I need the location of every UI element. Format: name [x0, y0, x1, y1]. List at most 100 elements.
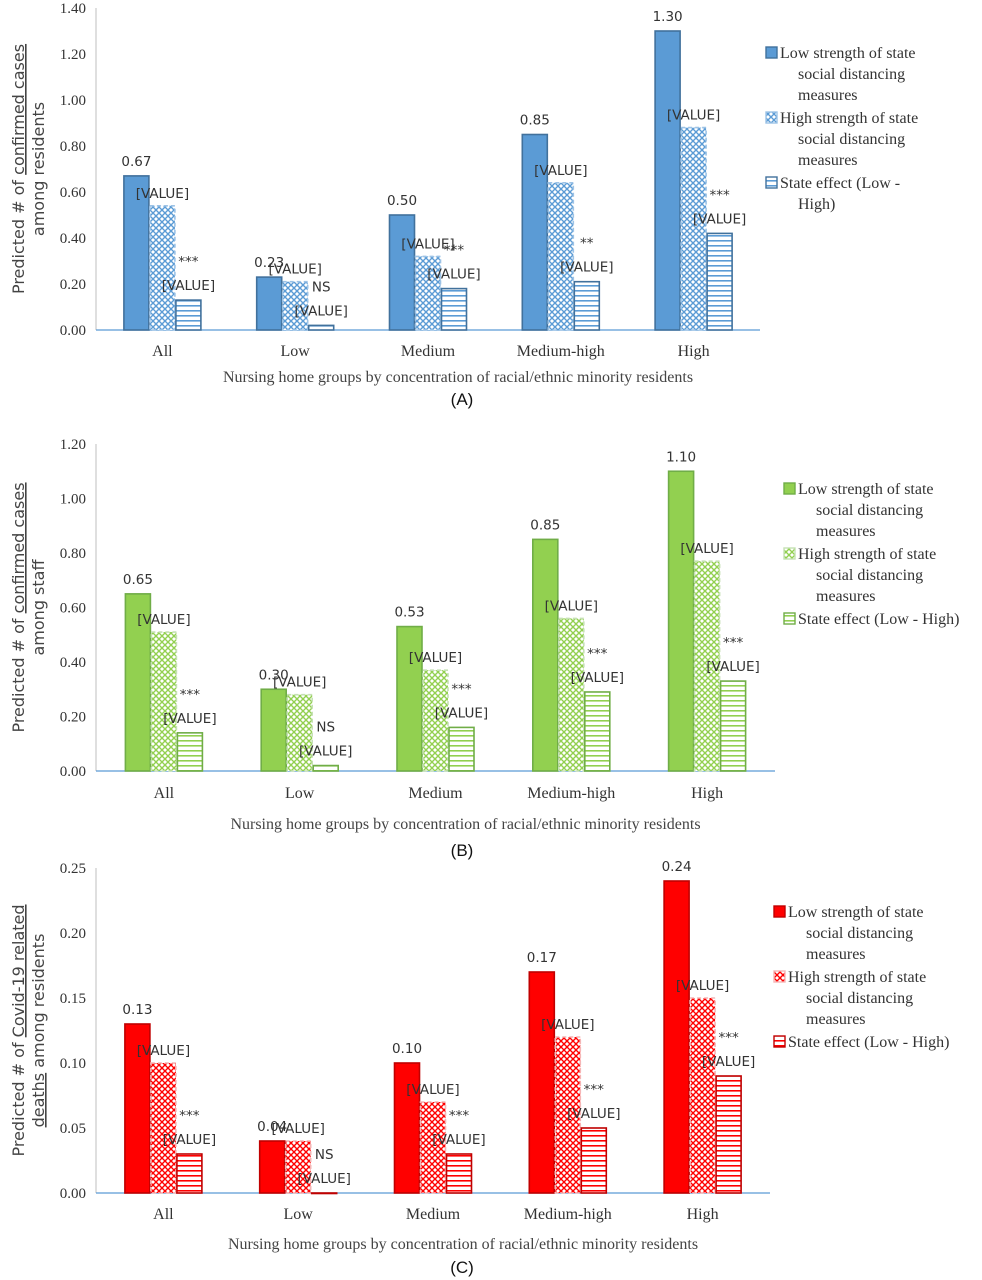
y-tick-label: 0.40 [60, 655, 86, 671]
legend-label: Low strength of state [780, 45, 916, 62]
y-tick-label: 0.60 [60, 601, 86, 617]
y-tick-label: 0.05 [60, 1121, 86, 1137]
legend-label: social distancing [816, 567, 923, 584]
x-axis-title: Nursing home groups by concentration of … [228, 1236, 698, 1253]
bar-high-low [281, 280, 309, 331]
category-label: Medium [406, 1206, 461, 1223]
y-tick-label: 0.20 [60, 710, 86, 726]
x-axis-title: Nursing home groups by concentration of … [223, 369, 693, 386]
data-label: [VALUE] [667, 108, 720, 124]
data-label: 0.30 [259, 667, 289, 683]
data-label: [VALUE] [137, 1043, 190, 1059]
data-label: [VALUE] [401, 236, 454, 252]
bar-effect-medium-high [580, 1127, 608, 1194]
data-label: [VALUE] [163, 711, 216, 727]
data-label: [VALUE] [297, 1171, 350, 1187]
y-tick-label: 0.00 [60, 1186, 86, 1202]
bar-high-medium-high [547, 182, 575, 331]
y-axis-title: Predicted # of confirmed casesamong resi… [9, 44, 48, 294]
y-tick-label: 0.20 [60, 926, 86, 942]
data-label: 0.67 [121, 154, 151, 170]
data-label: [VALUE] [268, 262, 321, 278]
data-label: [VALUE] [427, 267, 480, 283]
bar-low-medium-high [528, 971, 556, 1194]
data-label: 0.65 [123, 572, 153, 588]
bar-high-medium-high [554, 1036, 582, 1194]
legend-label: Low strength of state [788, 904, 924, 921]
data-label: 1.10 [666, 449, 696, 465]
legend-swatch [773, 1035, 786, 1048]
bar-effect-medium-high [583, 691, 611, 772]
category-label: Low [284, 1206, 314, 1223]
y-axis-title: Predicted # of Covid-19 relateddeaths am… [9, 904, 48, 1156]
data-label: [VALUE] [273, 675, 326, 691]
category-label: Medium-high [524, 1206, 612, 1223]
significance-label: *** [587, 646, 608, 662]
legend-label: State effect (Low - [780, 175, 900, 192]
bar-effect-all [175, 299, 202, 331]
data-label: [VALUE] [299, 744, 352, 760]
category-label: High [678, 343, 710, 360]
y-tick-label: 0.00 [60, 323, 86, 339]
bar-effect-medium [448, 726, 475, 772]
bar-low-medium-high [531, 538, 559, 772]
data-label: [VALUE] [541, 1017, 594, 1033]
y-tick-label: 1.20 [60, 47, 86, 63]
data-label: 0.17 [527, 950, 557, 966]
data-label: [VALUE] [706, 659, 759, 675]
bar-low-all [124, 593, 152, 772]
data-label: [VALUE] [680, 541, 733, 557]
bar-low-all [123, 175, 150, 331]
y-tick-label: 0.80 [60, 546, 86, 562]
data-label: 0.53 [394, 605, 424, 621]
y-tick-label: 0.15 [60, 991, 86, 1007]
category-label: High [691, 785, 723, 802]
category-label: All [154, 785, 175, 802]
y-tick-label: 0.60 [60, 185, 86, 201]
data-label: [VALUE] [560, 260, 613, 276]
bar-low-low [258, 1140, 286, 1194]
bar-effect-all [176, 1153, 203, 1194]
category-label: Low [281, 343, 311, 360]
data-label: [VALUE] [702, 1054, 755, 1070]
category-label: High [687, 1206, 719, 1223]
panel-label: (C) [450, 1258, 474, 1277]
bar-low-medium [388, 214, 416, 331]
legend-swatch [773, 905, 786, 918]
data-label: [VALUE] [271, 1121, 324, 1137]
significance-label: NS [315, 1147, 334, 1163]
data-label: 0.10 [392, 1041, 422, 1057]
data-label: 0.85 [530, 517, 560, 533]
data-label: [VALUE] [406, 1082, 459, 1098]
category-label: All [153, 1206, 174, 1223]
legend-label: measures [798, 152, 858, 169]
bar-low-low [255, 276, 283, 331]
significance-label: NS [312, 279, 331, 295]
category-label: Medium-high [517, 343, 605, 360]
data-label: 0.24 [662, 859, 692, 875]
data-label: [VALUE] [163, 1132, 216, 1148]
y-tick-label: 0.10 [60, 1056, 86, 1072]
y-axis-title: Predicted # of confirmed casesamong staf… [9, 482, 48, 732]
significance-label: *** [449, 1108, 470, 1124]
data-label: [VALUE] [435, 705, 488, 721]
chart-panel-a: 0.00 0.20 0.40 0.60 0.80 1.00 1.20 1.40 0.67 [VAL… [9, 1, 918, 409]
panel-label: (B) [451, 841, 474, 860]
bar-low-high [667, 470, 695, 772]
bar-high-medium-high [557, 617, 585, 772]
significance-label: *** [723, 635, 744, 651]
chart-panel-b: 0.00 0.20 0.40 0.60 0.80 1.00 1.20 0.65 [VALUE] [… [9, 437, 959, 860]
bar-high-medium [422, 669, 449, 772]
category-label: Medium [401, 343, 456, 360]
bar-high-low [286, 693, 314, 772]
significance-label: *** [709, 187, 730, 203]
significance-label: *** [179, 1108, 200, 1124]
data-label: [VALUE] [534, 163, 587, 179]
legend-label: measures [816, 588, 876, 605]
data-label: [VALUE] [136, 186, 189, 202]
bar-effect-low [310, 1192, 338, 1195]
y-tick-label: 1.40 [60, 1, 86, 17]
bar-high-high [689, 997, 716, 1194]
bar-effect-all [176, 732, 204, 772]
category-label: Low [285, 785, 315, 802]
